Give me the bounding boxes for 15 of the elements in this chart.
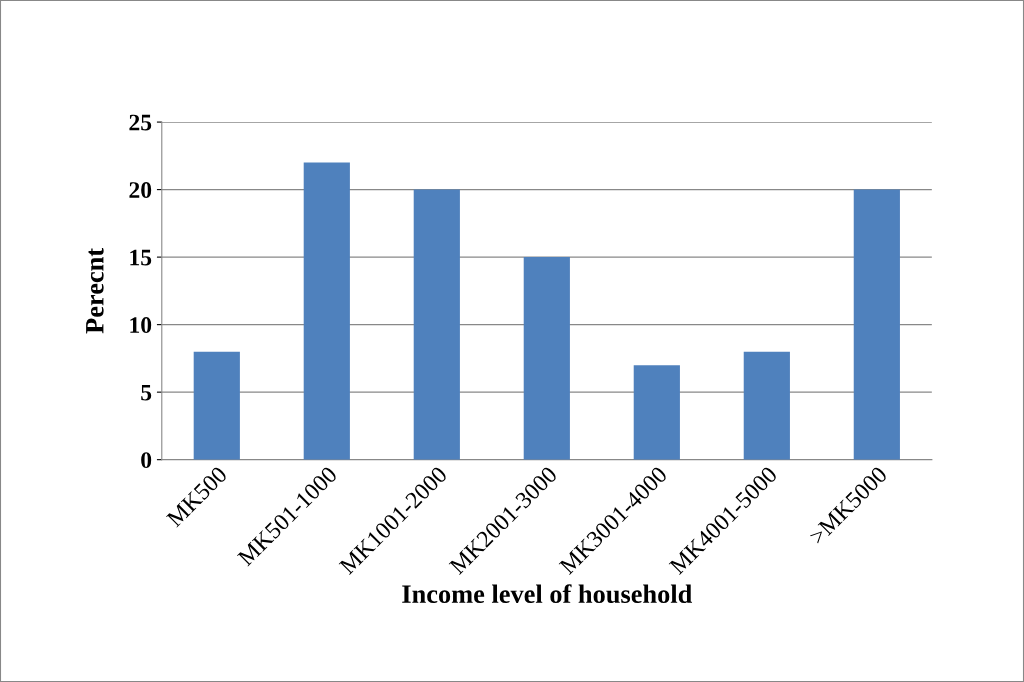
bar — [303, 162, 350, 460]
y-tick-label: 5 — [141, 384, 152, 401]
y-tick-label: 25 — [129, 114, 152, 131]
bar — [633, 365, 680, 460]
bar — [193, 351, 240, 460]
x-axis-title: Income level of household — [402, 584, 693, 604]
bar — [743, 351, 790, 460]
y-tick-label: 15 — [130, 249, 152, 266]
bar — [413, 189, 460, 460]
y-tick-label: 20 — [129, 182, 152, 199]
bar — [523, 257, 570, 460]
y-tick-label: 0 — [141, 452, 152, 469]
y-tick-label: 10 — [130, 317, 152, 334]
bar — [853, 189, 900, 460]
y-axis-title: Perecnt — [86, 248, 104, 334]
